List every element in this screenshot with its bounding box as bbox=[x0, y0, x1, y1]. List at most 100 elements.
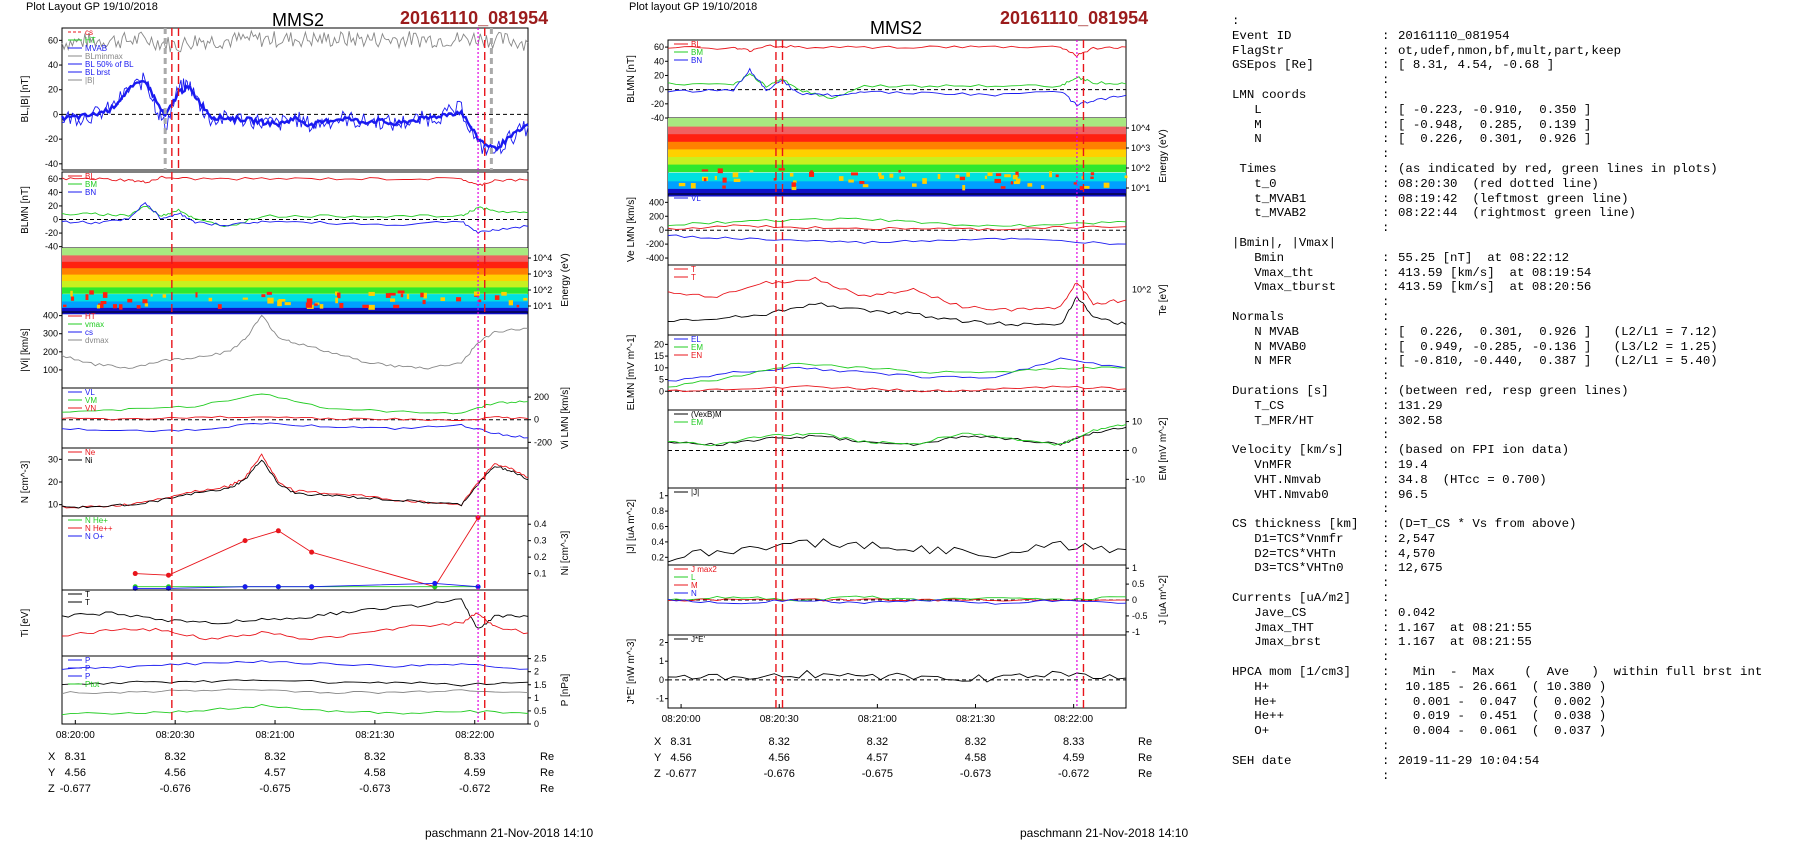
panel-frame bbox=[667, 193, 1127, 266]
panel-mid-2: 10^4 10^3 10^2 10^1 Energy (eV) bbox=[667, 117, 1169, 197]
heatmap-speck bbox=[959, 176, 966, 181]
info-row: : bbox=[1232, 502, 1802, 517]
info-key: Vmax_tht bbox=[1232, 265, 1314, 280]
series-line bbox=[61, 459, 529, 509]
info-row: : bbox=[1232, 769, 1802, 784]
left-position-value: -0.675 bbox=[259, 783, 290, 795]
legend-label: M bbox=[691, 581, 698, 590]
left-time-tick-label: 08:21:00 bbox=[256, 730, 295, 741]
heatmap-speck bbox=[406, 293, 410, 300]
info-separator: : bbox=[1382, 43, 1390, 58]
heatmap-speck bbox=[368, 304, 375, 310]
heatmap-speck bbox=[955, 174, 960, 179]
legend-label: P bbox=[85, 664, 90, 673]
heatmap-speck bbox=[1015, 178, 1021, 183]
info-row: Normals: bbox=[1232, 310, 1802, 325]
info-row: He++: 0.019 - 0.451 ( 0.038 ) bbox=[1232, 709, 1802, 724]
heatmap-speck bbox=[899, 176, 905, 180]
series-line bbox=[667, 224, 1127, 231]
heatmap-speck bbox=[1103, 182, 1110, 188]
info-row: O+: 0.004 - 0.061 ( 0.037 ) bbox=[1232, 724, 1802, 739]
mid-position-value: -0.676 bbox=[764, 768, 795, 780]
y-tick-label: 0 bbox=[534, 719, 539, 729]
y-axis-label: N [cm^-3] bbox=[20, 461, 31, 504]
y-tick-label: 10^4 bbox=[1131, 123, 1150, 133]
info-separator: : bbox=[1382, 605, 1390, 620]
series-line bbox=[61, 202, 529, 235]
heatmap-speck bbox=[1073, 182, 1077, 185]
y-tick-label: 0 bbox=[534, 415, 539, 425]
series-line bbox=[61, 688, 529, 695]
heatmap-speck bbox=[879, 175, 885, 179]
legend-label: N He+ bbox=[85, 516, 108, 525]
heatmap-speck bbox=[96, 304, 101, 309]
legend-label: Ni bbox=[85, 456, 93, 465]
info-separator: : bbox=[1382, 176, 1390, 191]
heatmap-speck bbox=[142, 299, 148, 304]
legend-label: EL bbox=[691, 335, 701, 344]
info-key bbox=[1232, 739, 1382, 754]
legend-label: T bbox=[85, 590, 90, 599]
info-value: 12,675 bbox=[1398, 561, 1443, 576]
y-axis-label: ELMN [mV m^-1] bbox=[626, 334, 637, 410]
panel-left-3: 10^4 10^3 10^2 10^1 Energy (eV) bbox=[61, 247, 571, 315]
info-value: 2,547 bbox=[1398, 531, 1436, 546]
heatmap-speck bbox=[494, 295, 500, 300]
info-value: 1.167 at 08:21:55 bbox=[1398, 620, 1532, 635]
info-separator: : bbox=[1382, 161, 1390, 176]
info-key: LMN coords bbox=[1232, 87, 1307, 102]
info-separator: : bbox=[1382, 369, 1390, 384]
series-line bbox=[667, 67, 1127, 107]
heatmap-speck bbox=[277, 300, 282, 307]
y-tick-label: 0.6 bbox=[651, 522, 664, 532]
info-key bbox=[1232, 221, 1382, 236]
info-row: GSEpos [Re]: [ 8.31, 4.54, -0.68 ] bbox=[1232, 58, 1802, 73]
left-footer: paschmann 21-Nov-2018 14:10 bbox=[425, 826, 594, 840]
info-row: : bbox=[1232, 147, 1802, 162]
legend-label: BL bbox=[691, 40, 701, 49]
heatmap-speck bbox=[385, 293, 391, 298]
heatmap-speck bbox=[773, 178, 777, 181]
series-line bbox=[667, 669, 1127, 683]
panel-left-7: 0.1 0.2 0.3 0.4 Ni [cm^-3] N He+N He++N O+ bbox=[61, 515, 571, 591]
info-separator: : bbox=[1382, 73, 1390, 88]
heatmap-band bbox=[668, 118, 1126, 127]
series-line bbox=[61, 29, 529, 53]
mid-position-value: -0.673 bbox=[960, 768, 991, 780]
legend-label: N He++ bbox=[85, 524, 113, 533]
y-tick-label: 100 bbox=[43, 365, 58, 375]
legend-label: P bbox=[85, 656, 90, 665]
heatmap-band bbox=[62, 300, 528, 308]
info-key: D1=TCS*Vnmfr bbox=[1232, 531, 1344, 546]
info-separator: : bbox=[1382, 295, 1390, 310]
info-value bbox=[1398, 769, 1802, 784]
info-row: Event ID:20161110_081954 bbox=[1232, 29, 1802, 44]
heatmap-speck bbox=[162, 294, 167, 298]
y-tick-label: -40 bbox=[45, 242, 58, 252]
info-key: Event ID bbox=[1232, 28, 1292, 43]
left-position-value: 4.58 bbox=[364, 767, 385, 779]
heatmap-speck bbox=[368, 291, 375, 296]
y-tick-label: 60 bbox=[48, 35, 58, 45]
left-position-value: 4.56 bbox=[65, 767, 86, 779]
y-tick-label: 10^3 bbox=[1131, 143, 1150, 153]
info-value bbox=[1398, 147, 1802, 162]
heatmap-speck bbox=[994, 178, 1002, 184]
mid-position-value: 4.57 bbox=[867, 752, 888, 764]
left-position-value: -0.676 bbox=[160, 783, 191, 795]
heatmap-speck bbox=[261, 294, 266, 298]
info-separator: : bbox=[1382, 354, 1390, 369]
mid-position-unit: Re bbox=[1138, 736, 1152, 748]
panel-mid-4: 10^2 Te [eV] TT bbox=[667, 264, 1169, 336]
y-tick-label: 10^1 bbox=[533, 301, 552, 311]
series-line bbox=[667, 73, 1127, 100]
y-tick-label: 20 bbox=[654, 70, 664, 80]
info-separator: : bbox=[1382, 487, 1390, 502]
y-tick-label: 1 bbox=[659, 656, 664, 666]
info-key: He+ bbox=[1232, 694, 1277, 709]
heatmap-speck bbox=[150, 293, 153, 297]
heatmap-speck bbox=[85, 294, 89, 300]
info-value bbox=[1398, 369, 1802, 384]
info-value: 413.59 [km/s] at 08:20:56 bbox=[1398, 280, 1592, 295]
